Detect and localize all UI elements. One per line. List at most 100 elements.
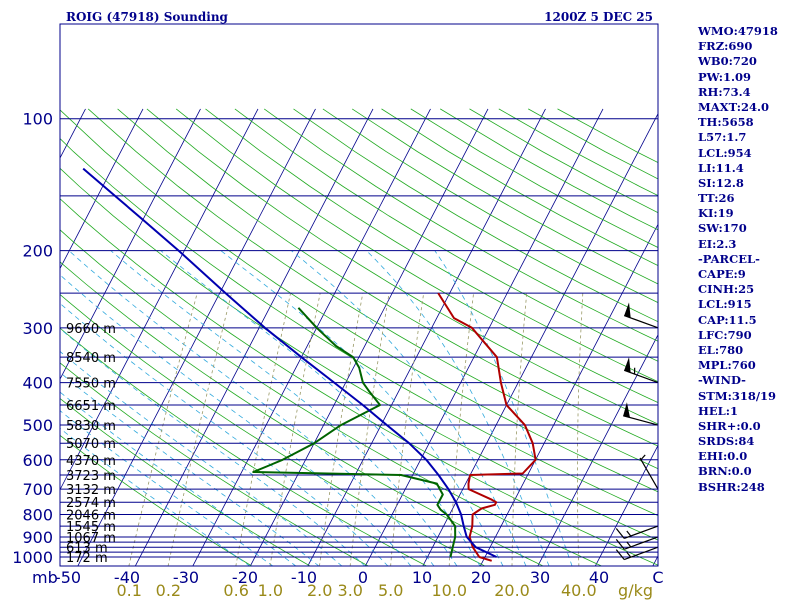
pressure-tick-label: 700	[22, 480, 53, 499]
dry-adiabat-line	[117, 108, 658, 447]
wind-barb-pennant	[624, 357, 631, 373]
index-item: CAPE:9	[698, 267, 746, 281]
mixing-ratio-tick-label: 10.0	[431, 581, 467, 600]
height-label: 6651 m	[66, 399, 116, 414]
dry-adiabat-line	[60, 167, 658, 541]
index-item: SI:12.8	[698, 175, 744, 190]
chart-title-time: 1200Z 5 DEC 25	[544, 10, 653, 24]
isotherm-line	[134, 108, 374, 566]
index-item: RH:73.4	[698, 84, 751, 99]
dry-adiabat-line	[234, 108, 658, 362]
moist-adiabat-line	[60, 427, 251, 566]
index-item: EI:2.3	[698, 236, 737, 251]
wind-barb-flag	[615, 528, 625, 539]
mixing-ratio-tick-label: 2.0	[307, 581, 332, 600]
wind-barb	[615, 525, 659, 539]
dry-adiabat-line	[146, 108, 658, 425]
pressure-tick-label: 400	[22, 374, 53, 393]
mixing-ratio-tick-label: 0.6	[223, 581, 248, 600]
index-item: WB0:720	[698, 54, 757, 69]
mixing-ratio-tick-label: 3.0	[338, 581, 363, 600]
index-item: BSHR:248	[698, 479, 765, 494]
moist-adiabat-line	[60, 410, 274, 566]
index-item: WMO:47918	[698, 24, 778, 38]
dry-adiabat-line	[322, 108, 658, 304]
parcel-trace	[82, 167, 497, 558]
moist-adiabat-line	[60, 274, 412, 566]
temperature-tick-label: 10	[412, 568, 432, 587]
dry-adiabat-line	[60, 137, 658, 517]
grid-lines	[60, 108, 658, 566]
index-item: BRN:0.0	[698, 464, 752, 479]
index-item: TH:5658	[698, 115, 754, 130]
index-item: SRDS:84	[698, 434, 755, 449]
wind-barb-pennant	[624, 302, 631, 318]
height-label: 8540 m	[66, 351, 116, 366]
plot-frame	[59, 23, 659, 567]
index-item: EL:780	[698, 342, 744, 357]
chart-title-station: ROIG (47918) Sounding	[66, 10, 229, 24]
index-item: L57:1.7	[698, 130, 747, 145]
pressure-tick-label: 300	[22, 319, 53, 338]
sounding-traces	[82, 167, 537, 562]
mixing-ratio-tick-label: 0.2	[156, 581, 181, 600]
height-label: 1067 m	[66, 531, 116, 546]
height-label: 2574 m	[66, 496, 116, 511]
dry-adiabat-line	[263, 108, 658, 342]
moist-adiabat-line	[60, 328, 366, 566]
dry-adiabat-line	[87, 108, 658, 470]
dry-adiabat-line	[60, 229, 603, 566]
wind-barb-shaft	[623, 536, 659, 550]
moist-adiabat-line	[291, 250, 527, 566]
moist-adiabat-line	[60, 371, 320, 566]
index-item: LI:11.4	[698, 160, 744, 175]
temperature-tick-label: -10	[291, 568, 317, 587]
dry-adiabat-line	[60, 397, 311, 566]
mixing-ratio-line	[128, 292, 198, 566]
wind-barb-half-flag	[626, 541, 632, 548]
mixing-ratio-tick-label: 20.0	[494, 581, 530, 600]
dry-adiabat-line	[60, 327, 428, 566]
index-item: STM:318/19	[698, 388, 777, 403]
isotherm-line	[537, 334, 658, 566]
temperature-tick-label: -30	[173, 568, 199, 587]
pressure-tick-label: 200	[22, 242, 53, 261]
mixing-ratio-tick-label: 40.0	[561, 581, 597, 600]
wind-barb-half-flag	[626, 551, 632, 558]
moist-adiabat-line	[60, 391, 297, 566]
wind-barb	[615, 546, 659, 561]
mixing-ratio-unit-label: g/kg	[618, 581, 653, 600]
dry-adiabat-line	[60, 293, 486, 566]
moist-adiabat-line	[434, 250, 573, 566]
wind-barb-half-flag	[626, 530, 632, 537]
wind-barb-flag	[615, 549, 625, 560]
height-label: 4370 m	[66, 454, 116, 469]
dry-adiabat-line	[60, 434, 253, 566]
index-item: FRZ:690	[698, 39, 753, 54]
moist-adiabat-line	[60, 302, 389, 566]
temperature-tick-label: 40	[589, 568, 609, 587]
temperature-tick-label: -20	[232, 568, 258, 587]
mixing-ratio-tick-label: 0.1	[116, 581, 141, 600]
temperature-trace	[437, 292, 537, 562]
height-label: 3132 m	[66, 483, 116, 498]
pressure-unit-label: mb	[32, 568, 58, 587]
wind-barb	[623, 402, 659, 426]
isotherm-line	[422, 112, 658, 566]
height-label: 2046 m	[66, 509, 116, 524]
sounding-indices-list: WMO:47918 FRZ:690 WB0:720 PW:1.09 RH:73.4 MAX…	[698, 24, 798, 495]
pressure-tick-label: 500	[22, 416, 53, 435]
wind-barb	[615, 536, 659, 550]
temperature-tick-label: C	[652, 568, 663, 587]
index-item: CINH:25	[698, 282, 755, 297]
dry-adiabat-line	[205, 108, 658, 383]
moist-adiabat-line	[160, 250, 481, 566]
index-item: MAXT:24.0	[698, 99, 769, 114]
index-item: LCL:915	[698, 297, 752, 312]
dry-adiabat-line	[60, 198, 658, 566]
wind-barb-shaft	[639, 457, 659, 490]
pressure-tick-label: 900	[22, 528, 53, 547]
index-item: EHI:0.0	[698, 449, 748, 464]
index-item: LCL:954	[698, 145, 752, 160]
